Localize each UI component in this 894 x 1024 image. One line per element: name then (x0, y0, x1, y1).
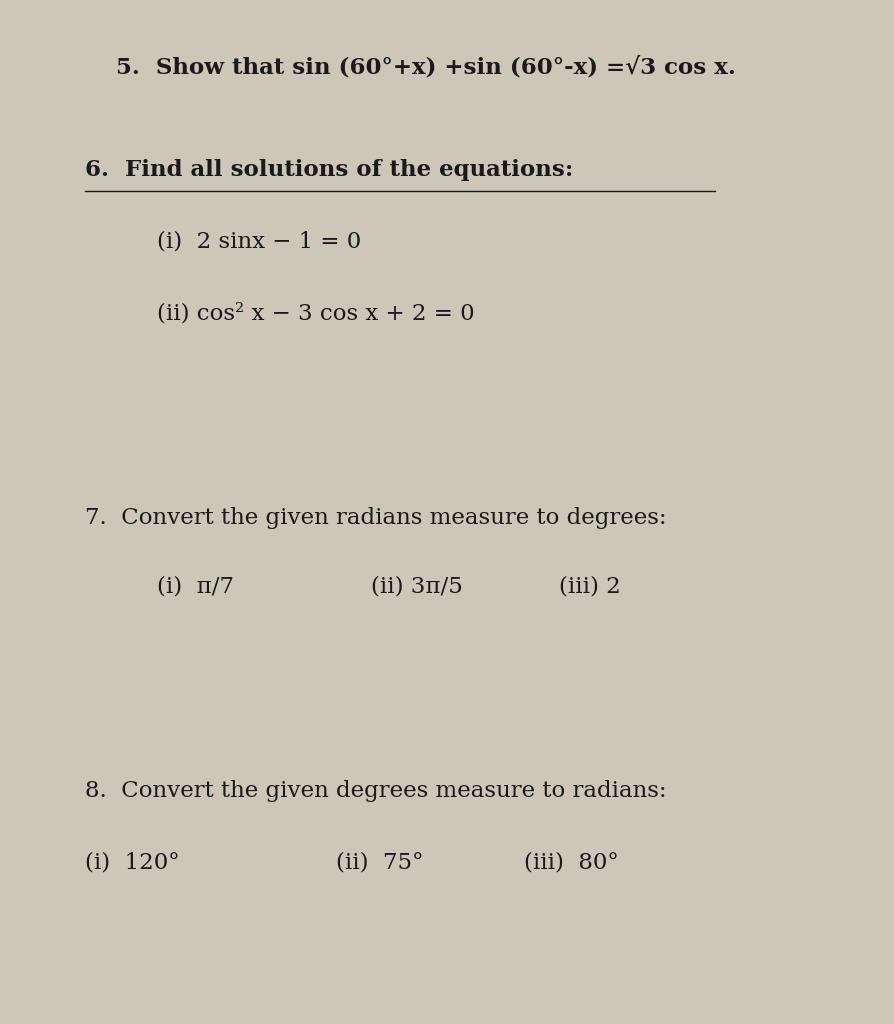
Text: 8.  Convert the given degrees measure to radians:: 8. Convert the given degrees measure to … (85, 780, 666, 802)
Text: 7.  Convert the given radians measure to degrees:: 7. Convert the given radians measure to … (85, 507, 666, 528)
Text: (ii) 3π/5: (ii) 3π/5 (371, 575, 463, 597)
Text: (i)  2 sinx − 1 = 0: (i) 2 sinx − 1 = 0 (156, 230, 360, 252)
Text: (ii)  75°: (ii) 75° (335, 852, 423, 873)
Text: 6.  Find all solutions of the equations:: 6. Find all solutions of the equations: (85, 159, 573, 180)
Text: (iii) 2: (iii) 2 (559, 575, 620, 597)
Text: 5.  Show that sin (60°+x) +sin (60°-x) =√3 cos x.: 5. Show that sin (60°+x) +sin (60°-x) =√… (116, 56, 736, 79)
Text: (i)  π/7: (i) π/7 (156, 575, 233, 597)
Text: (iii)  80°: (iii) 80° (523, 852, 618, 873)
Text: (ii) cos² x − 3 cos x + 2 = 0: (ii) cos² x − 3 cos x + 2 = 0 (156, 302, 474, 324)
Text: (i)  120°: (i) 120° (85, 852, 180, 873)
